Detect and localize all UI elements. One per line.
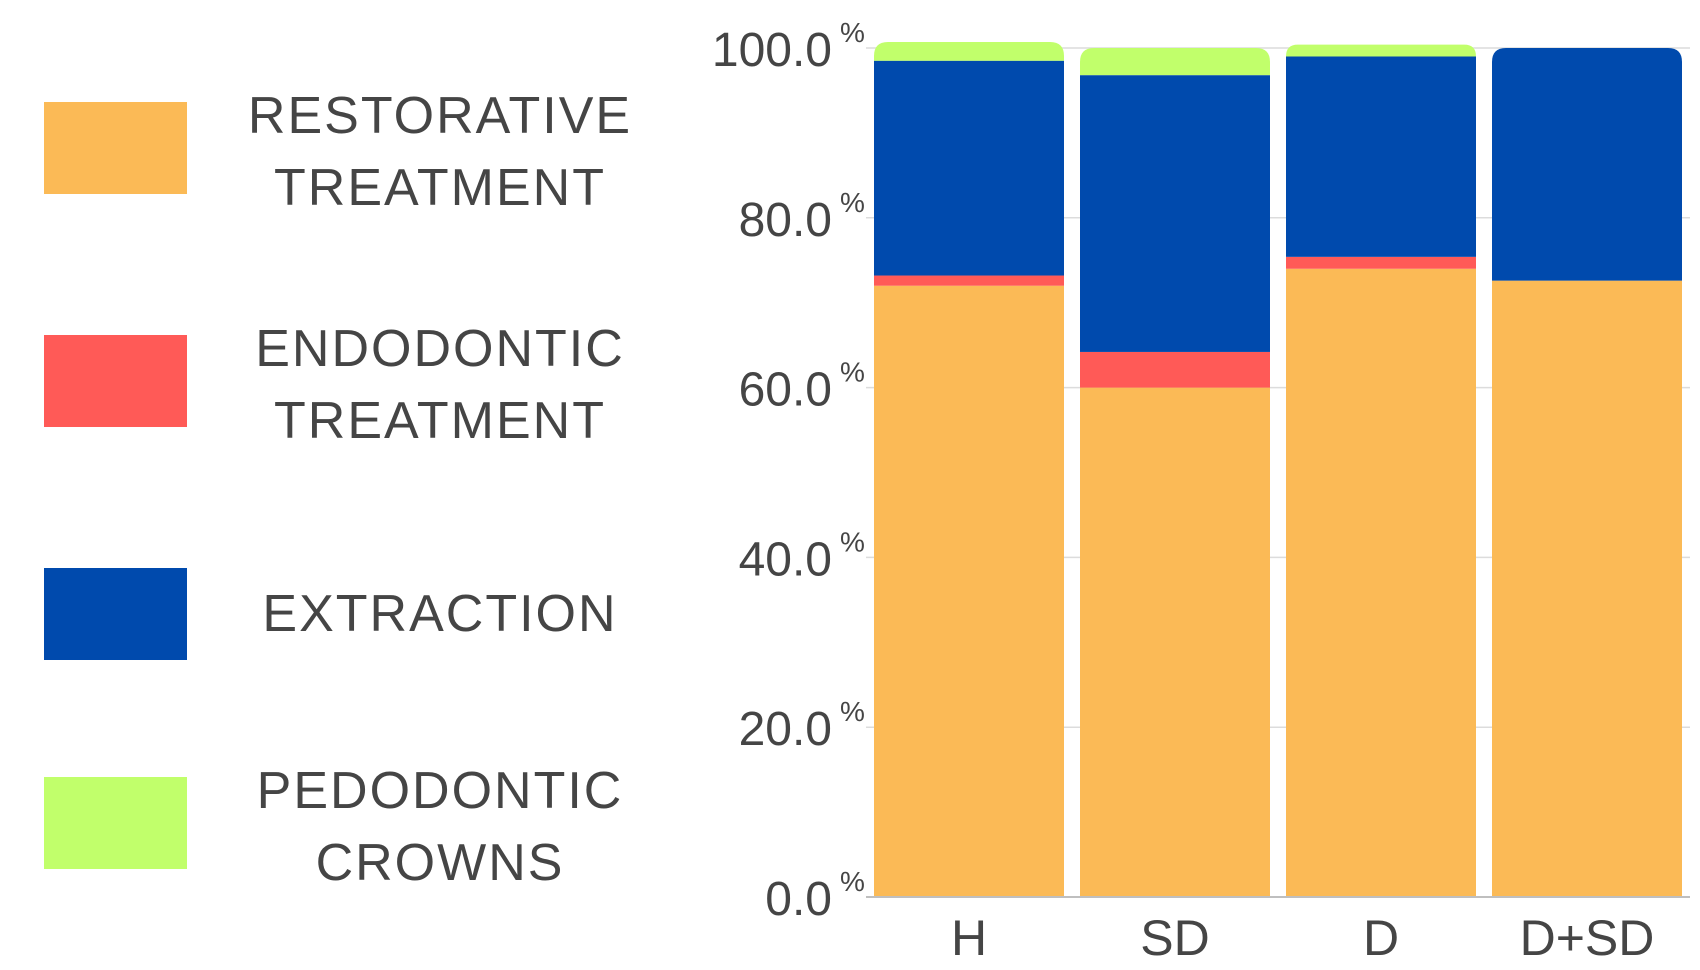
legend-item-endodontic: ENDODONTIC TREATMENT <box>0 313 640 453</box>
bar-segment-endodontic <box>1286 256 1476 269</box>
y-tick-label: 20.0 <box>739 703 832 756</box>
y-tick-label: 60.0 <box>739 364 832 417</box>
bar-segment-restorative <box>1080 387 1270 897</box>
bar-segment-restorative <box>1492 280 1682 898</box>
bars <box>874 42 1682 898</box>
legend-label-restorative: RESTORATIVE TREATMENT <box>247 87 633 217</box>
y-tick-labels: 0.0 % 20.0 % 40.0 % 60.0 % 80.0 % 100.0% <box>712 17 865 926</box>
x-tick-label: D <box>1363 910 1399 966</box>
bar-segment-extraction <box>1492 48 1682 281</box>
bar-segment-extraction <box>1080 75 1270 352</box>
y-tick-label: 80.0 <box>739 194 832 247</box>
x-tick-label: D+SD <box>1520 910 1655 966</box>
y-tick-unit: % <box>840 526 865 557</box>
y-tick-label: 40.0 <box>739 533 832 586</box>
bar-segment-extraction <box>1286 56 1476 257</box>
y-tick-unit: % <box>840 17 865 48</box>
y-tick-unit: % <box>840 866 865 897</box>
legend-label-pedodontic: PEDODONTIC CROWNS <box>256 762 624 892</box>
y-tick-unit: % <box>840 357 865 388</box>
bar-segment-endodontic <box>874 275 1064 286</box>
legend-swatch-endodontic <box>44 335 187 427</box>
y-tick-label: 0.0 <box>765 873 832 926</box>
bar-segment-pedodontic <box>1286 44 1476 57</box>
bar-segment-restorative <box>1286 268 1476 897</box>
x-tick-label: SD <box>1140 910 1209 966</box>
legend-item-pedodontic: PEDODONTIC CROWNS <box>0 755 640 895</box>
legend-item-extraction: EXTRACTION <box>0 546 640 686</box>
legend-swatch-extraction <box>44 568 187 660</box>
legend-label-endodontic: ENDODONTIC TREATMENT <box>255 320 625 450</box>
y-tick-unit: % <box>840 696 865 727</box>
y-tick-unit: % <box>840 187 865 218</box>
bar-segment-endodontic <box>1080 351 1270 388</box>
legend-swatch-pedodontic <box>44 777 187 869</box>
x-tick-label: H <box>951 910 987 966</box>
bar-segment-pedodontic <box>1080 48 1270 76</box>
bar-segment-extraction <box>874 60 1064 276</box>
bar-segment-restorative <box>874 285 1064 898</box>
bar-segment-pedodontic <box>874 42 1064 61</box>
legend-swatch-restorative <box>44 102 187 194</box>
legend-label-extraction: EXTRACTION <box>262 585 618 643</box>
y-tick-label: 100.0 <box>712 24 832 77</box>
legend-item-restorative: RESTORATIVE TREATMENT <box>0 80 640 220</box>
x-tick-labels: H SD D D+SD <box>951 910 1654 966</box>
